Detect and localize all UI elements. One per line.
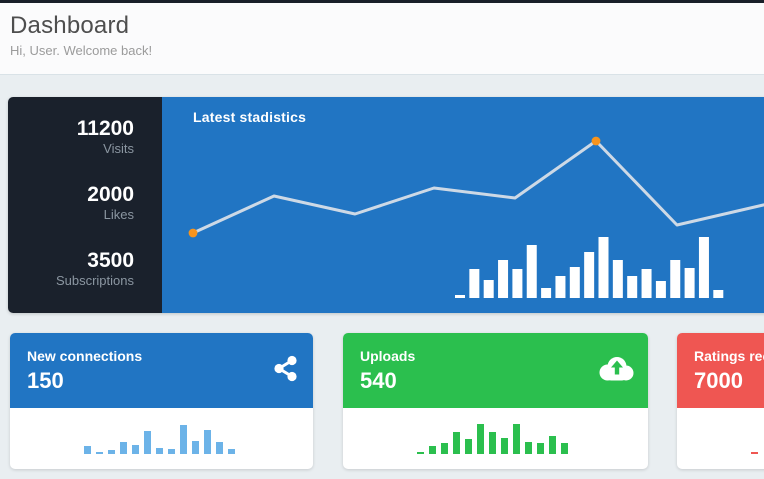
stats-summary: 11200 Visits 2000 Likes 3500 Subscriptio… [8, 97, 162, 313]
chart-title: Latest stadistics [193, 109, 307, 125]
stat-subscriptions-value: 3500 [87, 249, 134, 272]
card-uploads-header: Uploads 540 [343, 333, 648, 408]
share-icon [273, 354, 299, 387]
stat-likes: 2000 Likes [8, 183, 134, 223]
page-header: Dashboard Hi, User. Welcome back! [0, 3, 764, 75]
stat-subscriptions-label: Subscriptions [55, 273, 134, 288]
card-value: 540 [360, 368, 397, 393]
statistics-chart-area: Latest stadistics [162, 97, 764, 313]
stat-likes-value: 2000 [87, 183, 134, 206]
stat-likes-label: Likes [103, 207, 134, 222]
stat-visits-value: 11200 [76, 117, 134, 140]
page-title: Dashboard [10, 12, 130, 39]
card-uploads[interactable]: Uploads 540 [343, 333, 648, 469]
page-subtitle: Hi, User. Welcome back! [10, 43, 153, 58]
cloud-upload-icon [598, 355, 634, 387]
card-new-connections[interactable]: New connections 150 [10, 333, 313, 469]
card-value: 150 [27, 368, 64, 393]
stat-visits: 11200 Visits [8, 117, 134, 157]
card-ratings[interactable]: Ratings rece 7000 [677, 333, 764, 469]
stat-visits-label: Visits [103, 141, 134, 156]
card-title: New connections [27, 348, 143, 364]
card-title: Uploads [360, 348, 416, 364]
card-new-connections-header: New connections 150 [10, 333, 313, 408]
mini-bar-chart [84, 425, 235, 454]
top-navbar [0, 0, 764, 3]
card-title: Ratings rece [694, 348, 764, 364]
mini-bar-chart [417, 424, 568, 454]
card-ratings-header: Ratings rece 7000 [677, 333, 764, 408]
mini-bar-chart [751, 452, 758, 454]
line-bar-chart [188, 136, 764, 298]
statistics-panel: 11200 Visits 2000 Likes 3500 Subscriptio… [8, 97, 764, 313]
card-value: 7000 [694, 368, 743, 393]
stat-subscriptions: 3500 Subscriptions [8, 249, 134, 289]
